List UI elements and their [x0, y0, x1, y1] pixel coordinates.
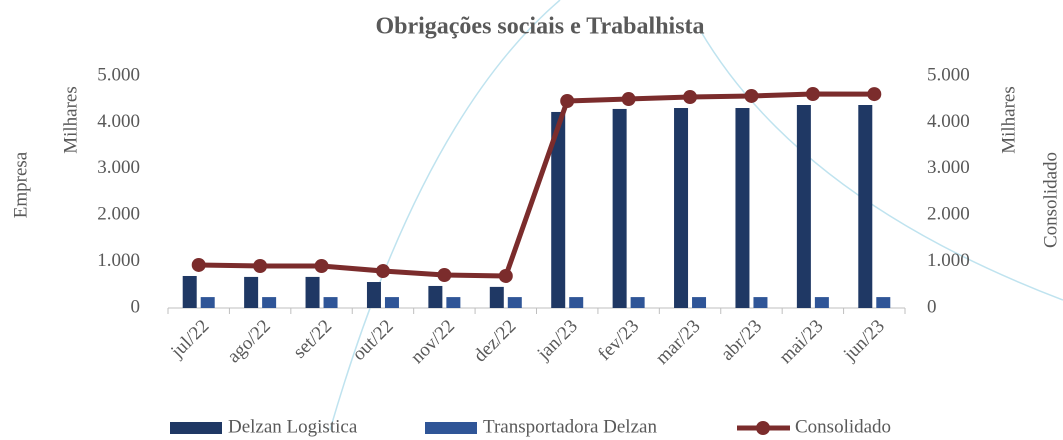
y2-axis-title: Consolidado	[1040, 152, 1061, 248]
bar	[630, 297, 645, 308]
bar	[305, 276, 320, 308]
y2-tick-label: 5.000	[927, 64, 970, 85]
bar	[796, 105, 811, 308]
y-tick-label: 2.000	[97, 204, 140, 225]
bar	[489, 286, 504, 308]
x-tick-label: out/22	[348, 316, 397, 365]
line-marker	[560, 94, 575, 109]
y-tick-label: 1.000	[97, 250, 140, 271]
bar	[200, 297, 215, 308]
line-marker	[805, 87, 820, 102]
line-marker	[375, 264, 390, 279]
x-tick-label: dez/22	[470, 316, 521, 367]
y2-tick-label: 2.000	[927, 204, 970, 225]
legend-label: Transportadora Delzan	[483, 416, 657, 437]
line-marker	[191, 257, 206, 272]
x-tick-label: mai/23	[775, 316, 827, 368]
bar	[569, 297, 584, 308]
bar	[753, 297, 768, 308]
x-tick-label: jul/22	[166, 316, 213, 363]
bar	[262, 297, 277, 308]
bar	[428, 285, 443, 308]
background-curve	[699, 29, 1063, 301]
y2-tick-label: 1.000	[927, 250, 970, 271]
y-tick-label: 3.000	[97, 157, 140, 178]
x-tick-label: mar/23	[652, 316, 705, 369]
bar	[551, 111, 566, 309]
line	[198, 91, 875, 279]
x-tick-label: ago/22	[223, 316, 274, 367]
legend-label: Delzan Logistica	[228, 416, 358, 437]
legend-swatch	[170, 422, 222, 434]
chart-title: Obrigações sociais e Trabalhista	[375, 14, 704, 40]
line-marker	[621, 92, 636, 107]
bar	[507, 297, 522, 308]
y-tick-label: 5.000	[97, 64, 140, 85]
legend-marker	[756, 421, 770, 435]
bar	[182, 275, 197, 308]
line-marker	[314, 259, 329, 274]
y2-tick-label: 4.000	[927, 111, 970, 132]
line-marker	[867, 87, 882, 102]
y-axis-unit: Milhares	[60, 86, 81, 154]
line-marker	[744, 88, 759, 103]
y-axis-title: Empresa	[10, 151, 31, 218]
bar	[674, 108, 689, 309]
x-tick-label: jan/23	[533, 316, 582, 365]
bar	[858, 105, 873, 308]
x-tick-label: set/22	[289, 316, 336, 363]
background-curve	[329, 0, 561, 431]
bar	[244, 276, 259, 308]
x-tick-label: abr/23	[717, 316, 766, 365]
bar	[735, 108, 750, 309]
bar	[323, 297, 338, 308]
bar	[612, 108, 627, 308]
line-marker	[498, 268, 513, 283]
line-marker	[683, 90, 698, 105]
bar	[814, 297, 829, 308]
bar	[384, 297, 399, 308]
y2-axis-unit: Milhares	[998, 86, 1019, 154]
x-tick-label: jun/23	[839, 316, 889, 366]
y2-tick-label: 0	[927, 296, 937, 317]
y-tick-label: 0	[131, 296, 141, 317]
x-tick-label: nov/22	[407, 316, 459, 368]
bar	[692, 297, 707, 308]
y2-tick-label: 3.000	[927, 157, 970, 178]
bar	[446, 297, 461, 308]
line-marker	[253, 259, 268, 274]
legend-swatch	[425, 422, 477, 434]
bar	[366, 282, 381, 308]
line-marker	[437, 268, 452, 283]
x-tick-label: fev/23	[594, 316, 643, 365]
legend-label: Consolidado	[795, 416, 891, 437]
y-tick-label: 4.000	[97, 111, 140, 132]
bar	[876, 297, 891, 308]
